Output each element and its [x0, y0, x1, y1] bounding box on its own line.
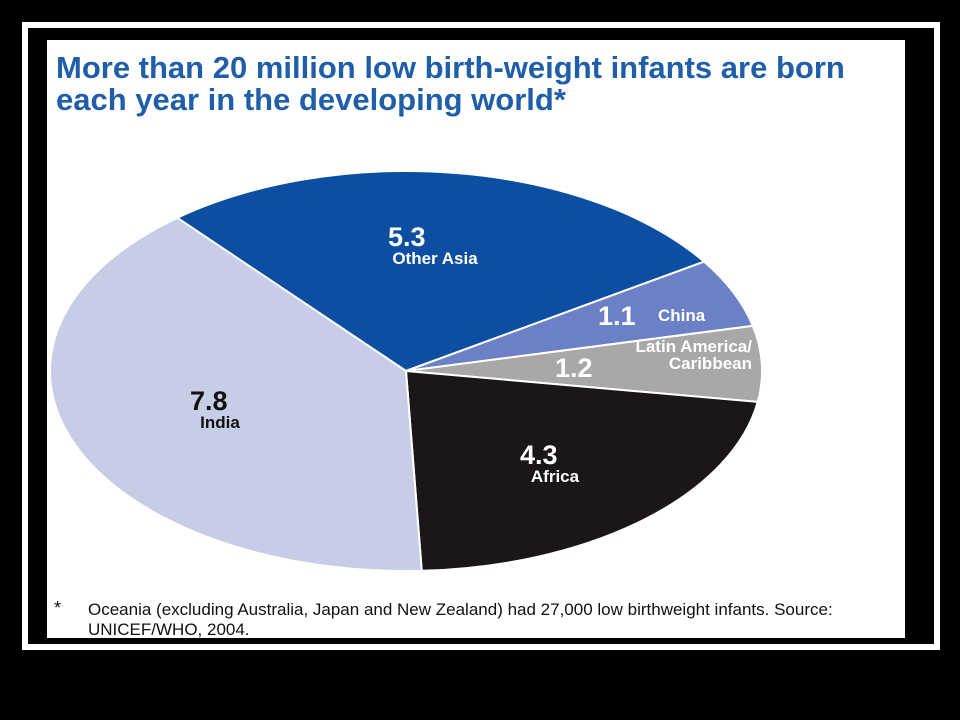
pie-slice — [175, 170, 707, 373]
slice-value: 5.3 — [388, 222, 426, 252]
pie-slice — [404, 369, 760, 572]
slice-name: China — [658, 306, 706, 325]
slice-value: 1.2 — [555, 353, 593, 383]
slice-value: 1.1 — [598, 301, 636, 331]
slice-value: 7.8 — [190, 386, 228, 416]
footnote-marker: * — [54, 598, 62, 618]
slice-name: India — [200, 413, 240, 432]
footnote: Oceania (excluding Australia, Japan and … — [88, 600, 833, 639]
slice-name: Other Asia — [392, 249, 478, 268]
slice-name: Latin America/ Caribbean — [635, 337, 752, 373]
slice-value: 4.3 — [520, 440, 558, 470]
slice-name: Africa — [530, 467, 580, 486]
pie-slice — [49, 216, 423, 573]
pie-slice — [405, 324, 763, 403]
chart-title: More than 20 million low birth-weight in… — [56, 50, 845, 117]
